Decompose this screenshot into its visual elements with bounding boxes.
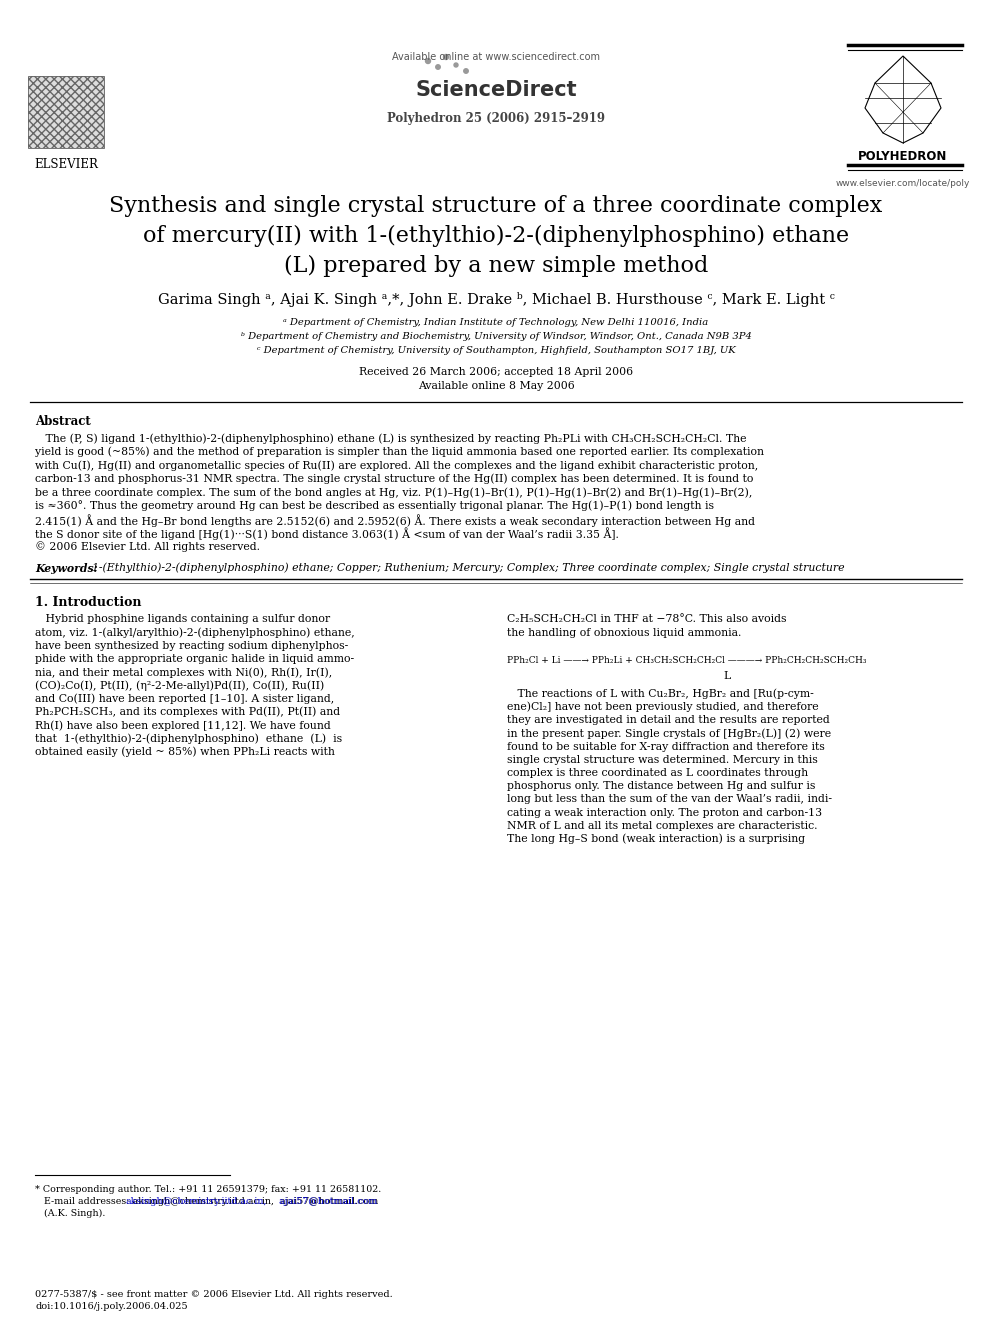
Text: (CO)₂Co(I), Pt(II), (η²-2-Me-allyl)Pd(II), Co(II), Ru(II): (CO)₂Co(I), Pt(II), (η²-2-Me-allyl)Pd(II… (35, 680, 324, 691)
Text: the S donor site of the ligand [Hg(1)···S(1) bond distance 3.063(1) Å <sum of va: the S donor site of the ligand [Hg(1)···… (35, 528, 619, 540)
Text: E-mail addresses: aksingh@chemistry.iitd.ac.in,  ajai57@hotmail.com: E-mail addresses: aksingh@chemistry.iitd… (35, 1197, 378, 1207)
Text: of mercury(II) with 1-(ethylthio)-2-(diphenylphosphino) ethane: of mercury(II) with 1-(ethylthio)-2-(dip… (143, 225, 849, 247)
Text: The long Hg–S bond (weak interaction) is a surprising: The long Hg–S bond (weak interaction) is… (507, 833, 806, 844)
Text: and Co(III) have been reported [1–10]. A sister ligand,: and Co(III) have been reported [1–10]. A… (35, 693, 334, 704)
Text: © 2006 Elsevier Ltd. All rights reserved.: © 2006 Elsevier Ltd. All rights reserved… (35, 541, 260, 552)
Circle shape (463, 69, 468, 73)
Text: ᵇ Department of Chemistry and Biochemistry, University of Windsor, Windsor, Ont.: ᵇ Department of Chemistry and Biochemist… (241, 332, 751, 341)
Text: be a three coordinate complex. The sum of the bond angles at Hg, viz. P(1)–Hg(1): be a three coordinate complex. The sum o… (35, 487, 752, 497)
Text: carbon-13 and phosphorus-31 NMR spectra. The single crystal structure of the Hg(: carbon-13 and phosphorus-31 NMR spectra.… (35, 474, 753, 484)
Text: Available online 8 May 2006: Available online 8 May 2006 (418, 381, 574, 392)
Text: complex is three coordinated as L coordinates through: complex is three coordinated as L coordi… (507, 767, 808, 778)
Text: ELSEVIER: ELSEVIER (34, 157, 98, 171)
Text: long but less than the sum of the van der Waal’s radii, indi-: long but less than the sum of the van de… (507, 794, 832, 804)
Circle shape (435, 65, 440, 69)
Text: have been synthesized by reacting sodium diphenylphos-: have been synthesized by reacting sodium… (35, 640, 348, 651)
Text: (L) prepared by a new simple method: (L) prepared by a new simple method (284, 255, 708, 277)
Text: 1-(Ethylthio)-2-(diphenylphosphino) ethane; Copper; Ruthenium; Mercury; Complex;: 1-(Ethylthio)-2-(diphenylphosphino) etha… (85, 562, 844, 573)
Text: www.elsevier.com/locate/poly: www.elsevier.com/locate/poly (836, 179, 970, 188)
Text: aksingh@chemistry.iitd.ac.in,: aksingh@chemistry.iitd.ac.in, (125, 1197, 267, 1207)
Text: ScienceDirect: ScienceDirect (416, 79, 576, 101)
Text: ajai57@hotmail.com: ajai57@hotmail.com (273, 1197, 377, 1207)
Text: (A.K. Singh).: (A.K. Singh). (35, 1209, 105, 1218)
Text: Rh(I) have also been explored [11,12]. We have found: Rh(I) have also been explored [11,12]. W… (35, 720, 330, 730)
Text: phosphorus only. The distance between Hg and sulfur is: phosphorus only. The distance between Hg… (507, 781, 815, 791)
Text: in the present paper. Single crystals of [HgBr₂(L)] (2) were: in the present paper. Single crystals of… (507, 728, 831, 738)
Text: Hybrid phosphine ligands containing a sulfur donor: Hybrid phosphine ligands containing a su… (35, 614, 330, 624)
Text: The (P, S) ligand 1-(ethylthio)-2-(diphenylphosphino) ethane (L) is synthesized : The (P, S) ligand 1-(ethylthio)-2-(diphe… (35, 433, 747, 443)
Text: they are investigated in detail and the results are reported: they are investigated in detail and the … (507, 716, 829, 725)
Text: is ≈360°. Thus the geometry around Hg can best be described as essentially trigo: is ≈360°. Thus the geometry around Hg ca… (35, 500, 714, 512)
Text: Synthesis and single crystal structure of a three coordinate complex: Synthesis and single crystal structure o… (109, 194, 883, 217)
Text: doi:10.1016/j.poly.2006.04.025: doi:10.1016/j.poly.2006.04.025 (35, 1302, 187, 1311)
Text: * Corresponding author. Tel.: +91 11 26591379; fax: +91 11 26581102.: * Corresponding author. Tel.: +91 11 265… (35, 1185, 381, 1193)
Text: Ph₂PCH₂SCH₃, and its complexes with Pd(II), Pt(II) and: Ph₂PCH₂SCH₃, and its complexes with Pd(I… (35, 706, 340, 717)
Text: ᵃ Department of Chemistry, Indian Institute of Technology, New Delhi 110016, Ind: ᵃ Department of Chemistry, Indian Instit… (284, 318, 708, 327)
Text: the handling of obnoxious liquid ammonia.: the handling of obnoxious liquid ammonia… (507, 627, 741, 638)
Text: 1. Introduction: 1. Introduction (35, 597, 142, 610)
Text: cating a weak interaction only. The proton and carbon-13: cating a weak interaction only. The prot… (507, 807, 822, 818)
Text: 2.415(1) Å and the Hg–Br bond lengths are 2.5152(6) and 2.5952(6) Å. There exist: 2.415(1) Å and the Hg–Br bond lengths ar… (35, 515, 755, 527)
Text: yield is good (~85%) and the method of preparation is simpler than the liquid am: yield is good (~85%) and the method of p… (35, 446, 764, 456)
Text: The reactions of L with Cu₂Br₂, HgBr₂ and [Ru(p-cym-: The reactions of L with Cu₂Br₂, HgBr₂ an… (507, 689, 813, 700)
Text: Garima Singh ᵃ, Ajai K. Singh ᵃ,*, John E. Drake ᵇ, Michael B. Hursthouse ᶜ, Mar: Garima Singh ᵃ, Ajai K. Singh ᵃ,*, John … (158, 292, 834, 307)
Text: single crystal structure was determined. Mercury in this: single crystal structure was determined.… (507, 754, 817, 765)
Text: ene)Cl₂] have not been previously studied, and therefore: ene)Cl₂] have not been previously studie… (507, 703, 818, 713)
Text: found to be suitable for X-ray diffraction and therefore its: found to be suitable for X-ray diffracti… (507, 741, 824, 751)
Text: Received 26 March 2006; accepted 18 April 2006: Received 26 March 2006; accepted 18 Apri… (359, 366, 633, 377)
Text: with Cu(I), Hg(II) and organometallic species of Ru(II) are explored. All the co: with Cu(I), Hg(II) and organometallic sp… (35, 460, 758, 471)
Text: phide with the appropriate organic halide in liquid ammo-: phide with the appropriate organic halid… (35, 654, 354, 664)
Text: Polyhedron 25 (2006) 2915–2919: Polyhedron 25 (2006) 2915–2919 (387, 112, 605, 124)
Text: 0277-5387/$ - see front matter © 2006 Elsevier Ltd. All rights reserved.: 0277-5387/$ - see front matter © 2006 El… (35, 1290, 393, 1299)
Text: PPh₂Cl + Li ——→ PPh₂Li + CH₃CH₂SCH₂CH₂Cl ———→ PPh₂CH₂CH₂SCH₂CH₃: PPh₂Cl + Li ——→ PPh₂Li + CH₃CH₂SCH₂CH₂Cl… (507, 656, 866, 664)
Circle shape (443, 54, 448, 60)
Text: POLYHEDRON: POLYHEDRON (858, 149, 947, 163)
Text: Keywords:: Keywords: (35, 562, 97, 573)
Text: atom, viz. 1-(alkyl/arylthio)-2-(diphenylphosphino) ethane,: atom, viz. 1-(alkyl/arylthio)-2-(dipheny… (35, 627, 355, 638)
Circle shape (454, 64, 458, 67)
Circle shape (426, 58, 431, 64)
Bar (28, 75, 104, 148)
Text: nia, and their metal complexes with Ni(0), Rh(I), Ir(I),: nia, and their metal complexes with Ni(0… (35, 667, 332, 677)
Text: L: L (723, 671, 731, 681)
Text: obtained easily (yield ~ 85%) when PPh₂Li reacts with: obtained easily (yield ~ 85%) when PPh₂L… (35, 746, 335, 757)
Text: C₂H₅SCH₂CH₂Cl in THF at −78°C. This also avoids: C₂H₅SCH₂CH₂Cl in THF at −78°C. This also… (507, 614, 787, 624)
Text: ᶜ Department of Chemistry, University of Southampton, Highfield, Southampton SO1: ᶜ Department of Chemistry, University of… (257, 347, 735, 355)
Text: Available online at www.sciencedirect.com: Available online at www.sciencedirect.co… (392, 52, 600, 62)
Text: that  1-(ethylthio)-2-(diphenylphosphino)  ethane  (L)  is: that 1-(ethylthio)-2-(diphenylphosphino)… (35, 733, 342, 744)
Text: NMR of L and all its metal complexes are characteristic.: NMR of L and all its metal complexes are… (507, 820, 817, 831)
Bar (28, 75, 104, 148)
Text: Abstract: Abstract (35, 415, 90, 429)
